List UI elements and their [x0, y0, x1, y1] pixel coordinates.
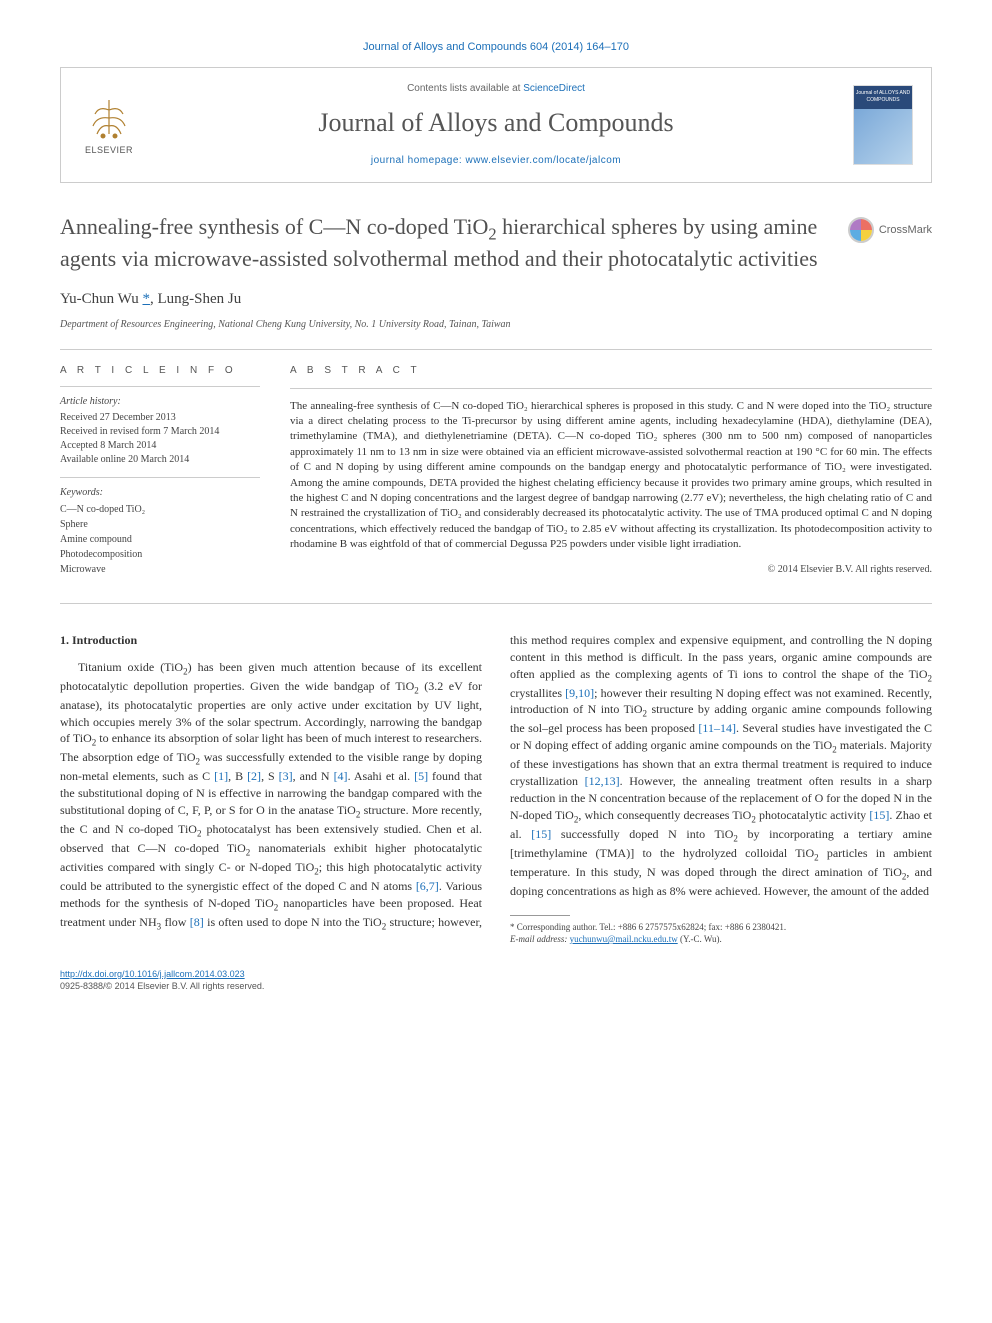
abstract-text: The annealing-free synthesis of C—N co-d… — [290, 399, 932, 553]
history-block: Received 27 December 2013 Received in re… — [60, 411, 260, 577]
divider-bottom — [60, 603, 932, 604]
cover-title: Journal of ALLOYS AND COMPOUNDS — [854, 86, 912, 109]
keyword-3: Amine compound — [60, 533, 260, 547]
doi-footer: http://dx.doi.org/10.1016/j.jallcom.2014… — [60, 968, 932, 993]
keyword-5: Microwave — [60, 563, 260, 577]
article-title: Annealing-free synthesis of C—N co-doped… — [60, 213, 840, 273]
journal-cover-thumbnail: Journal of ALLOYS AND COMPOUNDS — [853, 85, 913, 165]
footnote-line-1: * Corresponding author. Tel.: +886 6 275… — [510, 922, 786, 932]
keyword-2: Sphere — [60, 518, 260, 532]
title-row: Annealing-free synthesis of C—N co-doped… — [60, 213, 932, 273]
body-two-column: 1. Introduction Titanium oxide (TiO2) ha… — [60, 632, 932, 946]
contents-available-line: Contents lists available at ScienceDirec… — [157, 82, 835, 96]
info-divider-2 — [60, 477, 260, 478]
keywords-label: Keywords: — [60, 486, 260, 500]
introduction-paragraph: Titanium oxide (TiO2) has been given muc… — [60, 632, 932, 946]
journal-header-box: ELSEVIER Contents lists available at Sci… — [60, 67, 932, 183]
abstract-heading: A B S T R A C T — [290, 364, 932, 378]
elsevier-logo: ELSEVIER — [79, 90, 139, 160]
elsevier-tree-icon — [85, 94, 133, 142]
author-2: , Lung-Shen Ju — [150, 291, 241, 307]
affiliation: Department of Resources Engineering, Nat… — [60, 318, 932, 332]
email-suffix: (Y.-C. Wu). — [678, 934, 722, 944]
cover-art — [854, 109, 912, 164]
crossmark-label: CrossMark — [879, 223, 932, 238]
corresponding-author-footnote: * Corresponding author. Tel.: +886 6 275… — [510, 922, 932, 945]
issn-copyright: 0925-8388/© 2014 Elsevier B.V. All right… — [60, 981, 264, 991]
revised-date: Received in revised form 7 March 2014 — [60, 425, 260, 439]
article-info-column: A R T I C L E I N F O Article history: R… — [60, 364, 260, 589]
header-center: Contents lists available at ScienceDirec… — [157, 82, 835, 168]
article-info-heading: A R T I C L E I N F O — [60, 364, 260, 378]
email-label: E-mail address: — [510, 934, 570, 944]
online-date: Available online 20 March 2014 — [60, 453, 260, 467]
corresponding-author-marker[interactable]: * — [142, 291, 150, 307]
abstract-column: A B S T R A C T The annealing-free synth… — [290, 364, 932, 589]
section-1-heading: 1. Introduction — [60, 632, 482, 649]
footnote-separator — [510, 915, 570, 916]
abstract-copyright: © 2014 Elsevier B.V. All rights reserved… — [290, 563, 932, 577]
divider-top — [60, 349, 932, 350]
author-email-link[interactable]: yuchunwu@mail.ncku.edu.tw — [570, 934, 678, 944]
elsevier-label: ELSEVIER — [85, 144, 133, 156]
info-divider-1 — [60, 386, 260, 387]
received-date: Received 27 December 2013 — [60, 411, 260, 425]
doi-link[interactable]: http://dx.doi.org/10.1016/j.jallcom.2014… — [60, 969, 245, 979]
title-part-1: Annealing-free synthesis of C—N co-doped… — [60, 214, 488, 239]
keywords-list: C—N co-doped TiO₂ Sphere Amine compound … — [60, 503, 260, 577]
header-inner: ELSEVIER Contents lists available at Sci… — [61, 68, 931, 182]
authors-line: Yu-Chun Wu *, Lung-Shen Ju — [60, 289, 932, 309]
author-1: Yu-Chun Wu — [60, 291, 142, 307]
journal-name: Journal of Alloys and Compounds — [157, 105, 835, 140]
info-abstract-row: A R T I C L E I N F O Article history: R… — [60, 364, 932, 589]
citation-line: Journal of Alloys and Compounds 604 (201… — [60, 40, 932, 55]
history-label: Article history: — [60, 395, 260, 409]
abstract-divider — [290, 388, 932, 389]
keyword-4: Photodecomposition — [60, 548, 260, 562]
crossmark-badge[interactable]: CrossMark — [848, 217, 932, 243]
journal-homepage-link[interactable]: journal homepage: www.elsevier.com/locat… — [157, 154, 835, 168]
sciencedirect-link[interactable]: ScienceDirect — [523, 83, 585, 94]
keyword-1: C—N co-doped TiO₂ — [60, 503, 260, 517]
accepted-date: Accepted 8 March 2014 — [60, 439, 260, 453]
contents-prefix: Contents lists available at — [407, 83, 523, 94]
crossmark-icon — [848, 217, 874, 243]
